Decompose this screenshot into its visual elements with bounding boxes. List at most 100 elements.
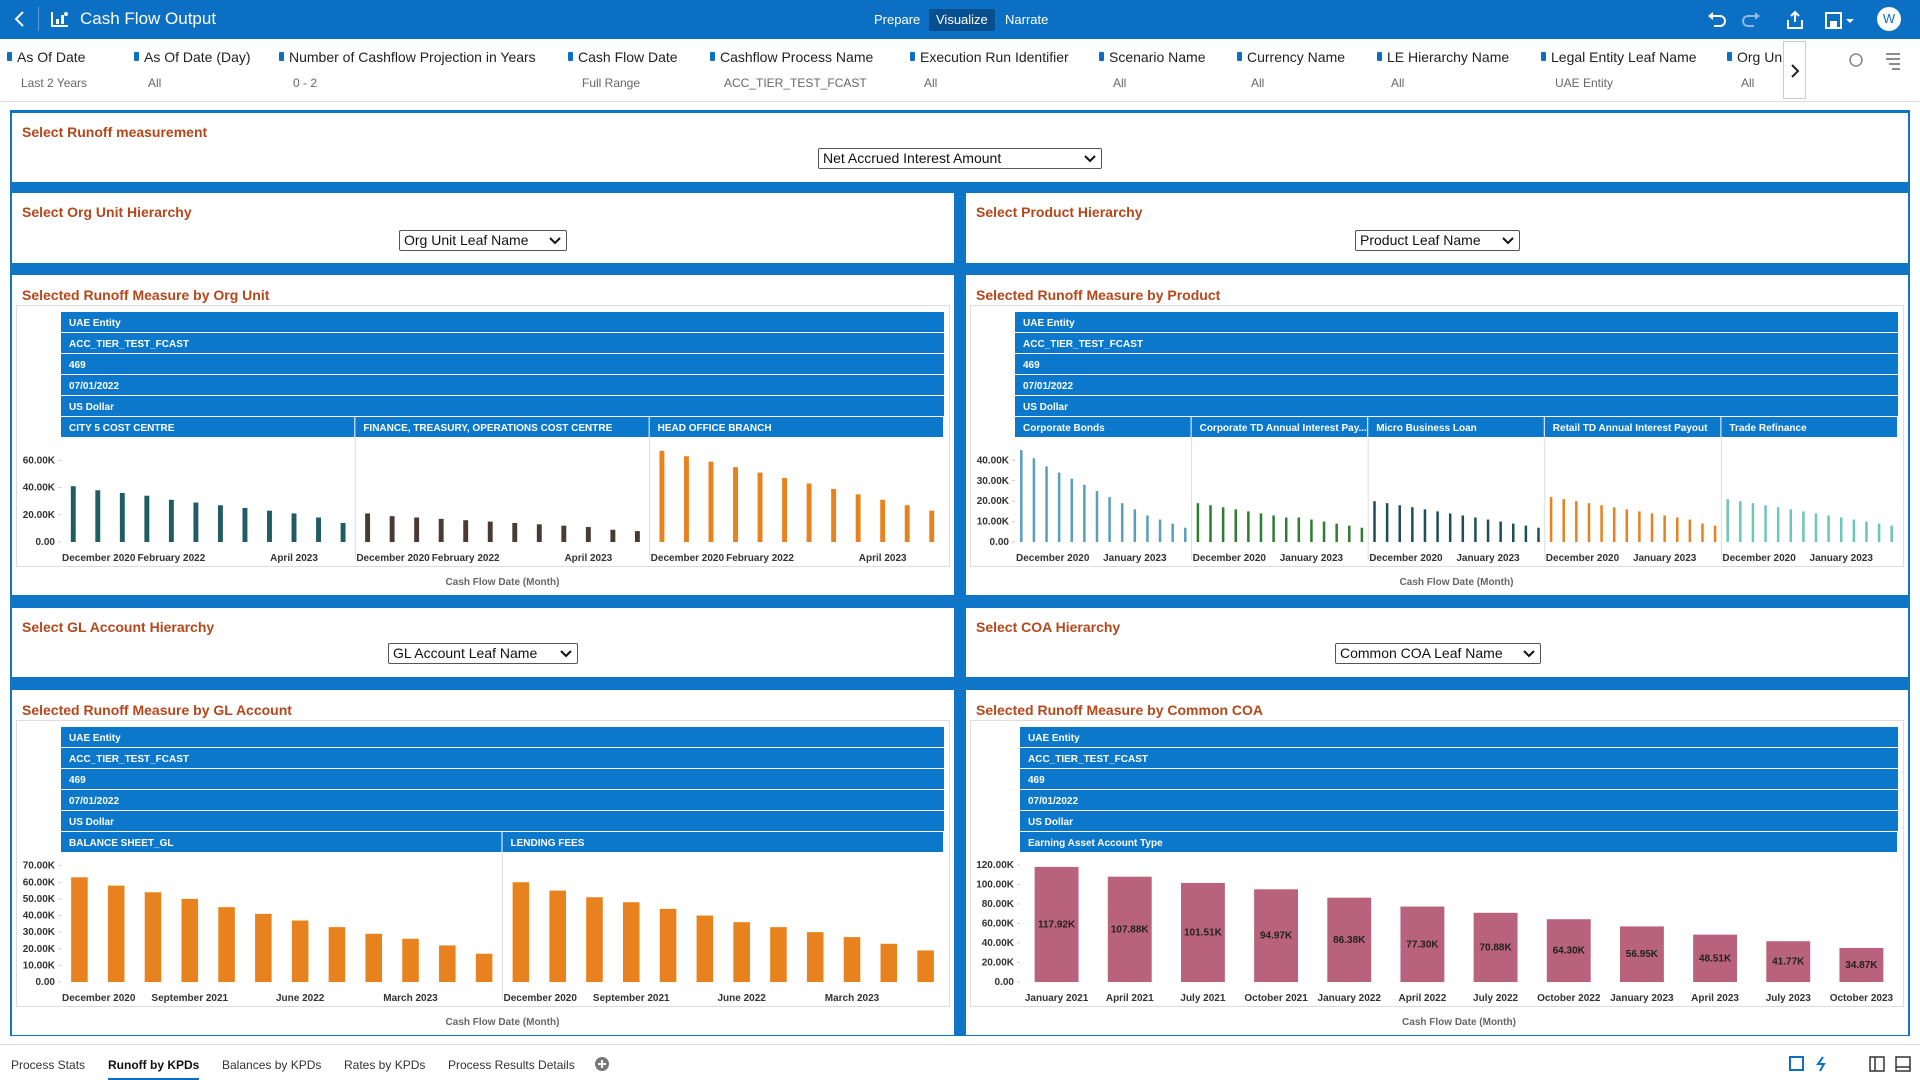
header-row-label: 07/01/2022 <box>69 796 119 807</box>
y-tick-label: 40.00K <box>982 938 1015 949</box>
chart: UAE Entity ACC_TIER_TEST_FCAST 469 07/01/20… <box>970 720 1904 1028</box>
mode-button[interactable]: Prepare <box>874 12 921 27</box>
bar <box>1032 458 1036 542</box>
value-label: 70.88K <box>1479 942 1512 953</box>
bar <box>1549 497 1553 542</box>
header-row-label: 469 <box>69 360 86 371</box>
bar <box>770 927 787 982</box>
bar <box>512 522 518 542</box>
panel: Selected Runoff Measure by Common COA UAE… <box>966 690 1908 1035</box>
dropdown[interactable]: Net Accrued Interest Amount <box>818 148 1102 169</box>
bar <box>1327 897 1372 982</box>
dropdown[interactable]: Product Leaf Name <box>1355 230 1520 251</box>
bar <box>1612 507 1616 542</box>
header-row <box>61 312 944 332</box>
back-button[interactable] <box>10 9 30 29</box>
x-tick-label: June 2022 <box>276 993 325 1004</box>
divider <box>38 7 39 31</box>
bar <box>1766 941 1811 982</box>
bar <box>880 499 886 542</box>
bar <box>1701 523 1704 542</box>
user-avatar[interactable]: W <box>1877 7 1901 31</box>
value-label: 34.87K <box>1845 960 1878 971</box>
x-tick-label: February 2022 <box>432 553 500 564</box>
y-tick-label: 20.00K <box>23 944 56 955</box>
bar <box>1675 517 1679 542</box>
bar <box>733 922 750 982</box>
dropdown[interactable]: Common COA Leaf Name <box>1335 643 1541 664</box>
mode-button[interactable]: Narrate <box>1005 12 1049 27</box>
bar <box>1070 478 1074 542</box>
bar <box>585 527 591 542</box>
tab[interactable]: Process Results Details <box>448 1058 575 1072</box>
tab[interactable]: Balances by KPDs <box>222 1058 322 1072</box>
bar <box>1650 513 1654 542</box>
facet-label: Corporate TD Annual Interest Pay... <box>1200 423 1367 434</box>
bar <box>917 950 934 982</box>
bar <box>291 920 309 982</box>
bar <box>1196 503 1200 542</box>
bar <box>1839 517 1843 542</box>
filter-label: LE Hierarchy Name <box>1387 49 1510 65</box>
y-tick-label: 0.00 <box>995 977 1015 988</box>
bar <box>70 486 76 542</box>
dropdown[interactable]: Org Unit Leaf Name <box>399 230 567 251</box>
bar <box>536 524 542 542</box>
pin-icon <box>134 52 139 61</box>
header-row <box>61 727 944 747</box>
bar <box>217 505 223 542</box>
filter-bar: As Of Date Last 2 Years As Of Date (Day) Al… <box>0 39 1920 102</box>
header-row-label: US Dollar <box>69 817 114 828</box>
header-row-label: 469 <box>1028 775 1045 786</box>
value-label: 64.30K <box>1553 946 1586 957</box>
tab[interactable]: Rates by KPDs <box>344 1058 426 1072</box>
toolbar-icons[interactable] <box>1706 10 1886 30</box>
bar <box>463 520 469 542</box>
status-icons[interactable] <box>1788 1055 1913 1073</box>
x-tick-label: January 2022 <box>1318 993 1382 1004</box>
dropdown-caret <box>1502 237 1514 245</box>
bar <box>1322 521 1326 542</box>
bar <box>1751 503 1755 542</box>
panel-title: Select Org Unit Hierarchy <box>22 204 192 220</box>
bar <box>806 932 824 982</box>
filter-label: Currency Name <box>1247 49 1346 65</box>
header-row <box>1020 727 1898 747</box>
bar <box>144 892 162 982</box>
header-row <box>1020 790 1898 810</box>
bar <box>708 461 714 542</box>
filter-value: 0 - 2 <box>293 76 318 90</box>
add-tab-button[interactable] <box>594 1056 610 1072</box>
y-tick-label: 60.00K <box>982 918 1015 929</box>
value-label: 48.51K <box>1699 953 1732 964</box>
value-label: 117.92K <box>1038 919 1076 930</box>
pin-icon <box>279 52 284 61</box>
pin-icon <box>710 52 715 61</box>
dropdown-value: Common COA Leaf Name <box>1340 645 1503 661</box>
x-tick-label: April 2023 <box>564 553 612 564</box>
x-tick-label: December 2020 <box>504 993 578 1004</box>
filter-value: All <box>1251 76 1265 90</box>
filter-scroll-button[interactable] <box>1783 41 1806 99</box>
filter-tools[interactable] <box>1846 51 1906 71</box>
x-tick-label: December 2020 <box>1546 553 1620 564</box>
bar <box>107 885 125 982</box>
header-row <box>61 375 944 395</box>
header-row-label: ACC_TIER_TEST_FCAST <box>69 754 189 765</box>
filter-value: All <box>148 76 162 90</box>
bar <box>1133 509 1137 542</box>
chart: UAE Entity ACC_TIER_TEST_FCAST 469 07/01/20… <box>16 720 950 1028</box>
bar <box>634 531 640 542</box>
bar <box>291 513 297 542</box>
plus-sign <box>598 1060 606 1068</box>
bar <box>402 938 419 982</box>
dropdown[interactable]: GL Account Leaf Name <box>388 643 578 664</box>
bar <box>1693 934 1738 982</box>
dropdown-value: Org Unit Leaf Name <box>404 232 529 248</box>
tab[interactable]: Runoff by KPDs <box>108 1058 200 1080</box>
mode-button[interactable]: Visualize <box>929 9 995 31</box>
tab[interactable]: Process Stats <box>11 1058 86 1072</box>
filter-label: Cashflow Process Name <box>720 49 874 65</box>
filter-label: As Of Date <box>17 49 86 65</box>
